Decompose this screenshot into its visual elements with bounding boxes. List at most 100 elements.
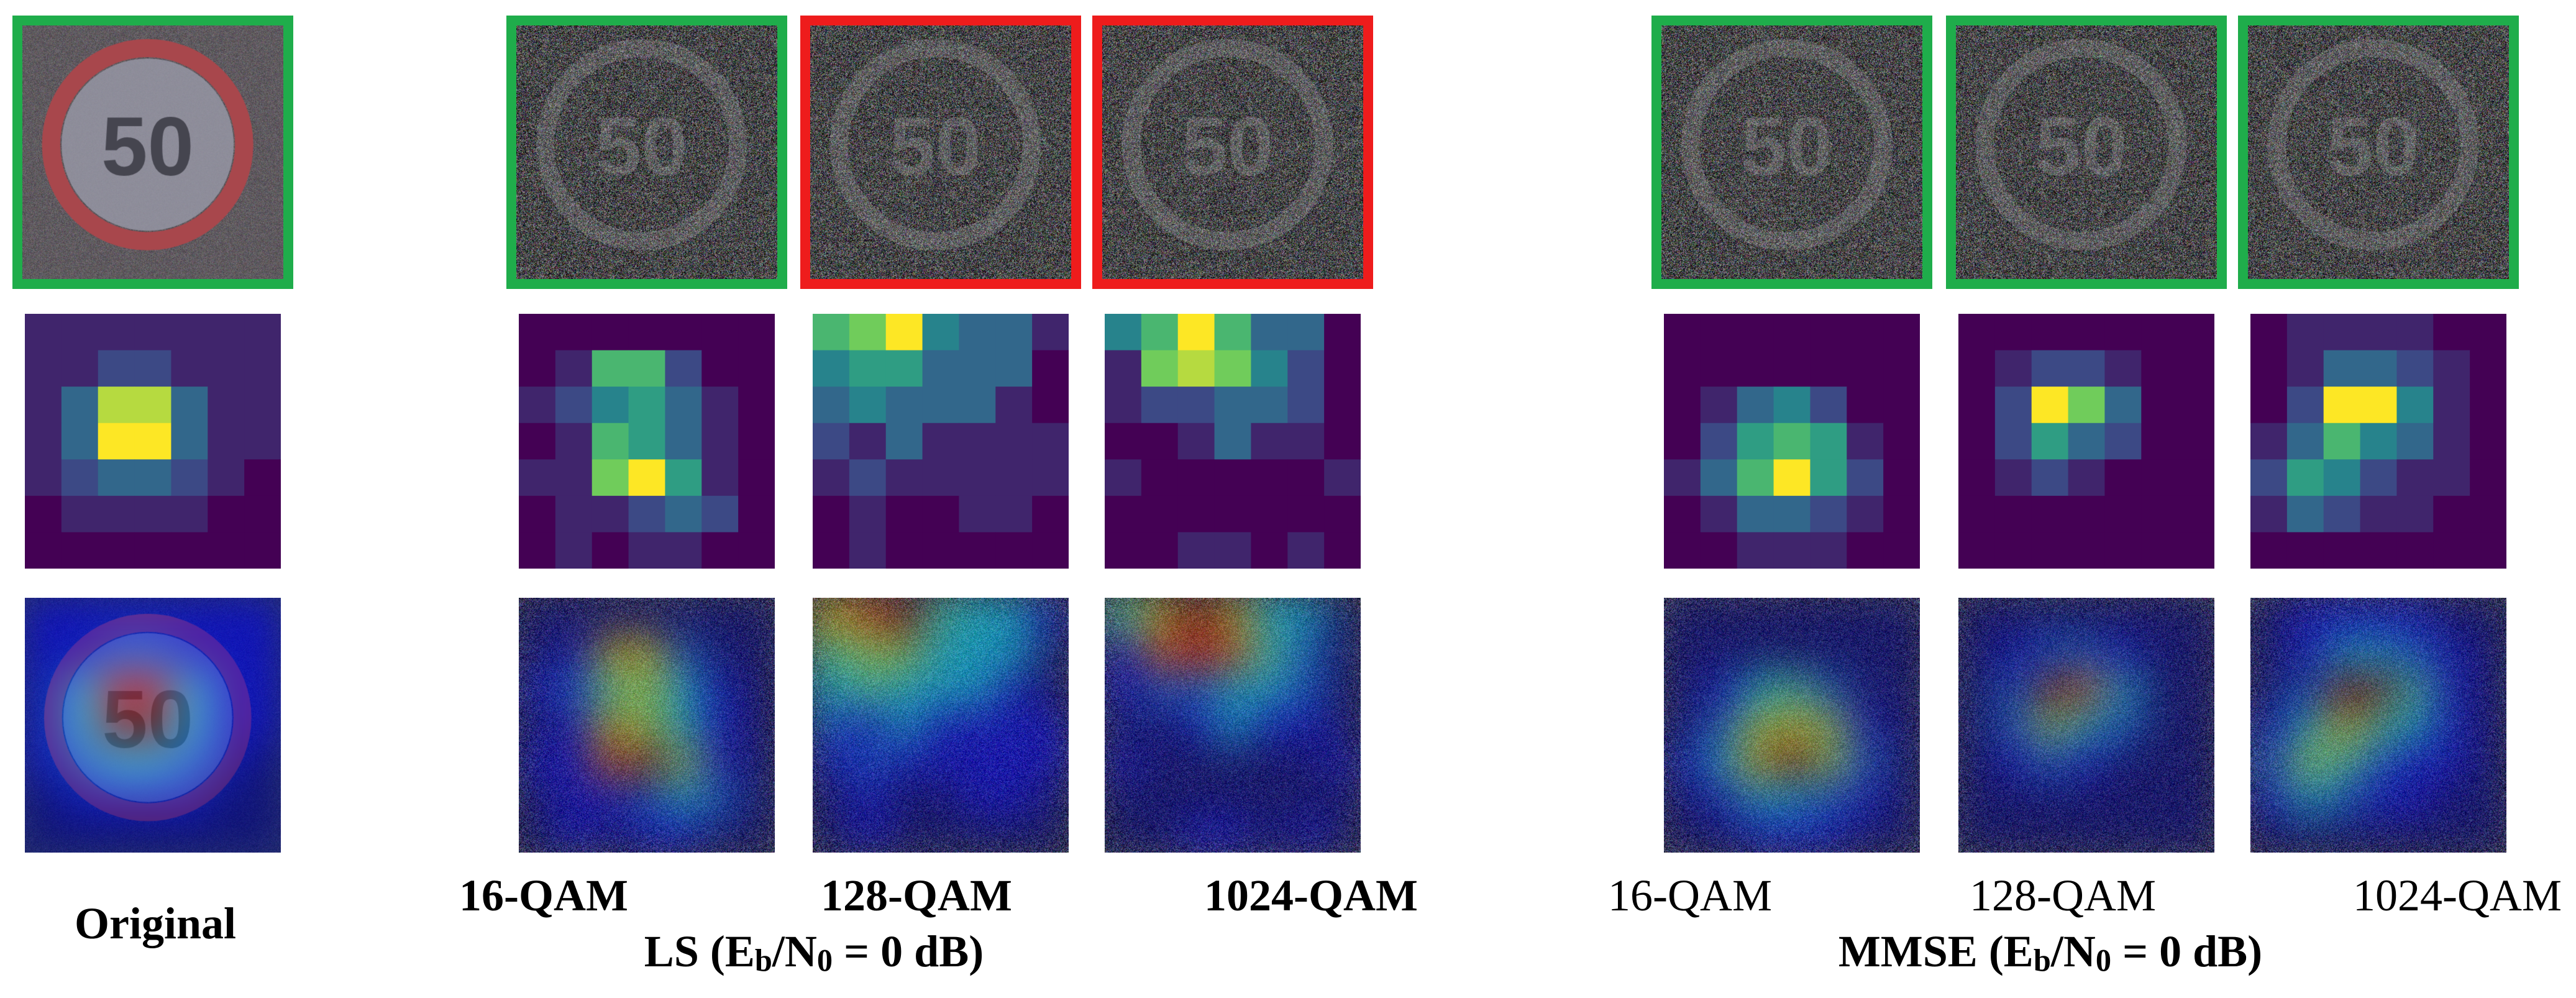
heatmap-cell	[2250, 459, 2287, 496]
heatmap-cell	[2287, 387, 2324, 423]
heatmap-cell	[1883, 423, 1920, 460]
heatmap-cell	[665, 459, 701, 496]
heatmap-cell	[1737, 532, 1774, 569]
heatmap-cell	[2032, 350, 2068, 387]
heatmap-cell	[1141, 496, 1178, 533]
heatmap-cell	[2324, 532, 2360, 569]
heatmap-cell	[701, 459, 738, 496]
heatmap-cell	[923, 532, 959, 569]
heatmap-cell	[1810, 496, 1847, 533]
heatmap-cell	[592, 314, 629, 350]
heatmap-cell	[1141, 423, 1178, 460]
heatmap-cell	[738, 423, 775, 460]
heatmap-cell	[629, 387, 665, 423]
heatmap-cell	[208, 423, 244, 460]
heatmap-cell	[1883, 496, 1920, 533]
gradcam-overlay-ls-128qam	[813, 598, 1069, 853]
heatmap-cell	[1810, 459, 1847, 496]
heatmap-cell	[555, 532, 592, 569]
heatmap-cell	[2068, 423, 2105, 460]
heatmap-cell	[555, 423, 592, 460]
heatmap-cell	[244, 423, 281, 460]
heatmap-cell	[555, 496, 592, 533]
heatmap-cell	[2433, 496, 2470, 533]
heatmap-cell	[1287, 350, 1324, 387]
heatmap-cell	[208, 459, 244, 496]
heatmap-cell	[1958, 423, 1995, 460]
heatmap-cell	[2141, 459, 2178, 496]
heatmap-cell	[1810, 350, 1847, 387]
heatmap-cell	[2470, 314, 2506, 350]
heatmap-cell	[1287, 459, 1324, 496]
heatmap-cell	[2032, 459, 2068, 496]
heatmap-cell	[1701, 459, 1737, 496]
heatmap-cell	[1324, 387, 1361, 423]
heatmap-cell	[1251, 350, 1287, 387]
heatmap-cell	[592, 496, 629, 533]
heatmap-cell	[886, 496, 923, 533]
heatmap-cell	[1141, 350, 1178, 387]
heatmap-cell	[995, 387, 1032, 423]
heatmap-cell	[1958, 459, 1995, 496]
group-label-mmse: MMSE (Eb/N0 = 0 dB)	[1838, 926, 2262, 979]
heatmap-cell	[1324, 350, 1361, 387]
input-image-ls-1024qam	[1092, 16, 1373, 289]
heatmap-cell	[1737, 350, 1774, 387]
heatmap-cell	[2470, 496, 2506, 533]
heatmap-cell	[1215, 532, 1251, 569]
heatmap-cell	[2470, 532, 2506, 569]
heatmap-cell	[592, 387, 629, 423]
heatmap-cell	[2287, 532, 2324, 569]
heatmap-cell	[25, 387, 62, 423]
heatmap-cell	[1995, 532, 2032, 569]
heatmap-cell	[2250, 532, 2287, 569]
heatmap-cell	[1883, 532, 1920, 569]
heatmap-cell	[959, 496, 995, 533]
heatmap-original	[25, 314, 281, 569]
heatmap-cell	[1251, 459, 1287, 496]
heatmap-cell	[98, 423, 135, 460]
heatmap-cell	[98, 532, 135, 569]
heatmap-cell	[1287, 496, 1324, 533]
heatmap-cell	[2104, 459, 2141, 496]
heatmap-cell	[1664, 496, 1701, 533]
heatmap-cell	[1774, 387, 1811, 423]
heatmap-cell	[1105, 314, 1141, 350]
heatmap-cell	[701, 532, 738, 569]
heatmap-cell	[208, 314, 244, 350]
heatmap-cell	[519, 314, 555, 350]
heatmap-cell	[208, 496, 244, 533]
heatmap-cell	[244, 350, 281, 387]
heatmap-cell	[1958, 314, 1995, 350]
heatmap-cell	[813, 387, 849, 423]
heatmap-cell	[519, 423, 555, 460]
heatmap-cell	[2470, 459, 2506, 496]
heatmap-cell	[995, 459, 1032, 496]
heatmap-cell	[1958, 532, 1995, 569]
heatmap-cell	[1251, 423, 1287, 460]
heatmap-cell	[1324, 459, 1361, 496]
heatmap-cell	[2068, 314, 2105, 350]
heatmap-cell	[2178, 496, 2214, 533]
heatmap-cell	[629, 532, 665, 569]
heatmap-cell	[135, 423, 171, 460]
heatmap-cell	[629, 314, 665, 350]
heatmap-cell	[2104, 314, 2141, 350]
heatmap-cell	[629, 496, 665, 533]
heatmap-cell	[923, 350, 959, 387]
heatmap-mmse-16qam	[1664, 314, 1920, 569]
heatmap-cell	[2360, 387, 2397, 423]
heatmap-cell	[2068, 532, 2105, 569]
heatmap-cell	[849, 387, 886, 423]
heatmap-cell	[701, 314, 738, 350]
heatmap-cell	[2433, 423, 2470, 460]
heatmap-cell	[2324, 459, 2360, 496]
label-mmse-128qam: 128-QAM	[1970, 870, 2156, 922]
heatmap-cell	[1178, 496, 1215, 533]
heatmap-cell	[1664, 350, 1701, 387]
heatmap-cell	[25, 314, 62, 350]
heatmap-cell	[1847, 387, 1883, 423]
heatmap-mmse-1024qam	[2250, 314, 2506, 569]
input-image-mmse-128qam	[1946, 16, 2227, 289]
heatmap-cell	[1032, 532, 1069, 569]
